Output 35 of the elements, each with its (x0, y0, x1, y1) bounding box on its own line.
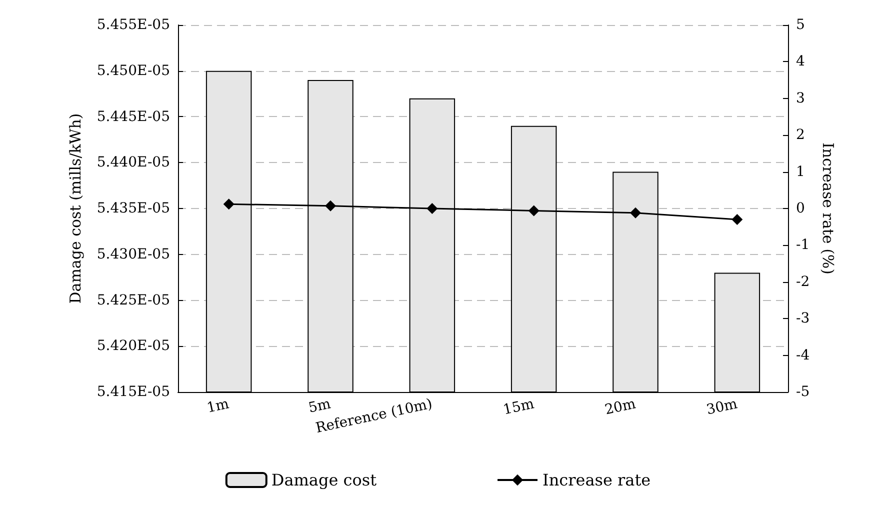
y2-tick-label: 3 (796, 90, 805, 106)
point (325, 200, 336, 212)
y-tick-label: 5.435E-05 (96, 200, 170, 216)
x-tick-label: 20m (603, 396, 638, 418)
y2-tick-label: -5 (796, 384, 810, 400)
point (223, 198, 234, 210)
y-tick-label: 5.450E-05 (96, 62, 170, 79)
y2-tick-label: -1 (796, 237, 810, 254)
point (426, 203, 438, 214)
y2-tick-label: 0 (796, 200, 805, 216)
x-tick-label: 15m (502, 396, 536, 418)
y2-tick-label: 1 (796, 164, 805, 180)
y2-tick-label: 5 (796, 17, 805, 33)
y-tick-label: 5.415E-05 (96, 384, 170, 400)
y-tick-label: 5.425E-05 (96, 292, 170, 308)
y-tick-label: 5.455E-05 (96, 17, 170, 33)
y-tick-label: 5.445E-05 (96, 108, 170, 125)
y2-tick-label: -3 (796, 310, 810, 327)
y2-tick-label: -2 (796, 274, 810, 290)
legend-label: Increase rate (542, 470, 651, 490)
y-axis-title: Damage cost (mills/kWh) (66, 113, 84, 304)
point (630, 207, 641, 218)
point (528, 205, 540, 216)
x-tick-label: 5m (307, 396, 332, 416)
y-tick-label: 5.420E-05 (96, 338, 170, 354)
y2-tick-label: 4 (796, 54, 805, 70)
y2-axis-title: Increase rate (%) (819, 142, 838, 275)
x-tick-label: 1m (205, 396, 230, 416)
y-tick-label: 5.430E-05 (96, 246, 170, 262)
x-tick-label: 30m (705, 396, 739, 418)
legend-label: Damage cost (271, 470, 378, 490)
y2-tick-label: 2 (796, 127, 805, 144)
y2-tick-label: -4 (796, 347, 810, 364)
point (732, 214, 743, 226)
y-tick-label: 5.440E-05 (96, 154, 170, 171)
